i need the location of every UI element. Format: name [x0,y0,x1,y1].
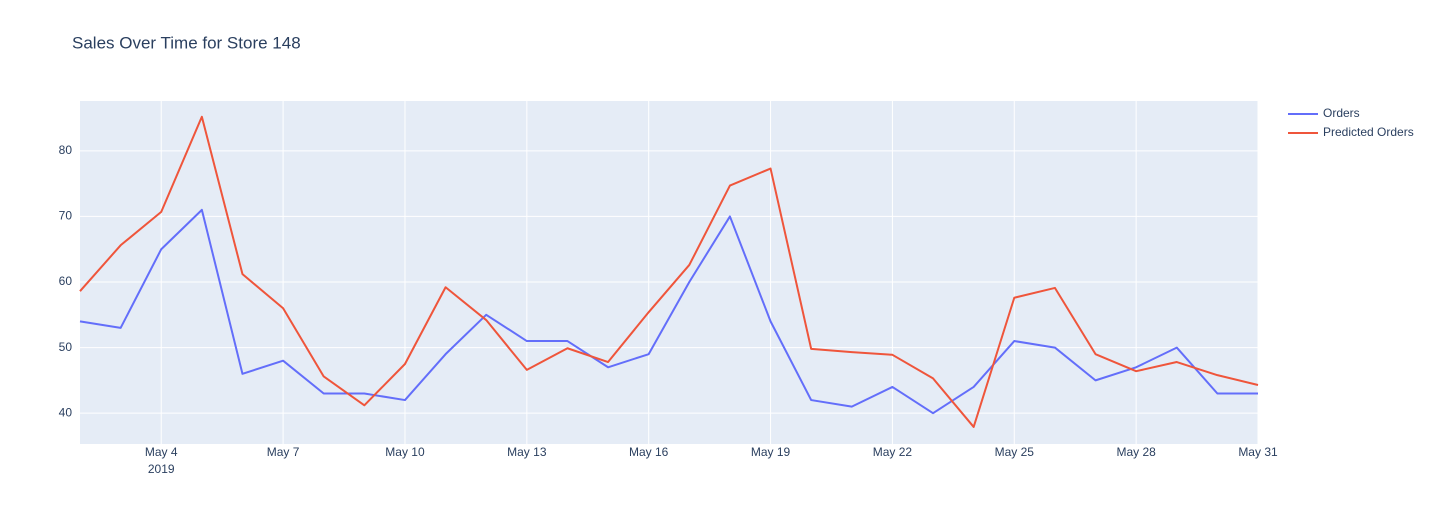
y-tick-label: 60 [59,274,73,288]
y-tick-label: 50 [59,340,73,354]
x-tick-label: May 31 [1238,445,1278,459]
y-tick-label: 70 [59,209,73,223]
x-tick-label: May 28 [1116,445,1156,459]
x-tick-label: May 19 [751,445,791,459]
x-tick-label: May 10 [385,445,425,459]
x-tick-label: May 25 [995,445,1035,459]
data-line [79,208,1258,415]
y-tick-label: 80 [59,143,73,157]
legend-label[interactable]: Predicted Orders [1323,125,1414,139]
x-tick-label: May 4 [145,445,178,459]
legend-label[interactable]: Orders [1323,106,1360,120]
data-line [79,115,1259,428]
x-tick-label: May 7 [267,445,300,459]
x-tick-label: May 13 [507,445,547,459]
y-tick-label: 40 [59,405,73,419]
chart-title: Sales Over Time for Store 148 [72,33,301,52]
x-tick-label: May 16 [629,445,669,459]
x-tick-label: May 22 [873,445,913,459]
plot-area [80,101,1258,444]
x-year-label: 2019 [148,462,175,476]
